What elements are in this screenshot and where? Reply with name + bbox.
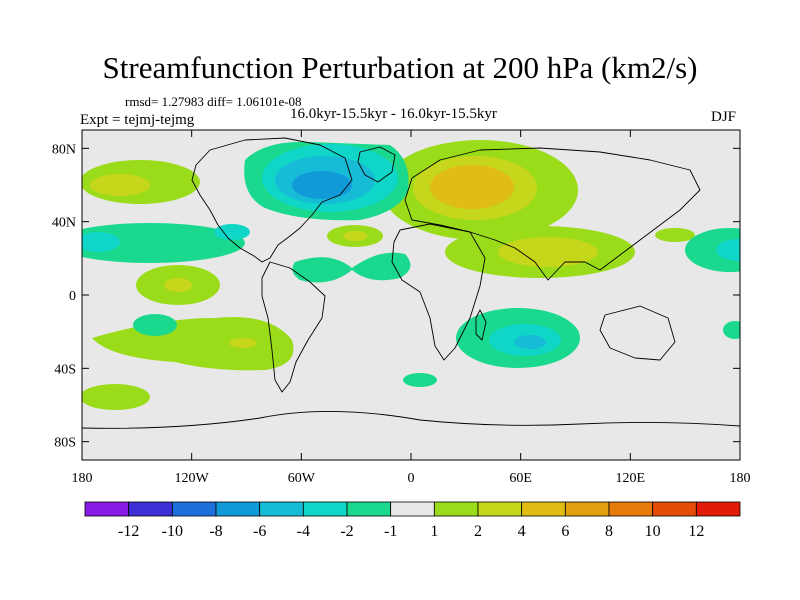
anomaly-southamerica-inner: [229, 338, 257, 348]
lon-tick-label: 60E: [509, 471, 532, 486]
anomaly-tropical-atlantic: [292, 252, 411, 283]
colorbar-swatch: [346, 501, 392, 517]
negative-anomalies: [82, 141, 740, 387]
colorbar-label: 1: [430, 523, 438, 540]
anomaly-indian-core: [514, 335, 546, 349]
lat-tick-label: 80N: [52, 142, 76, 157]
colorbar-label: -2: [340, 523, 353, 540]
coast-antarctica: [82, 411, 740, 429]
anomaly-field: [82, 137, 740, 429]
colorbar-swatch: [652, 501, 697, 517]
season-label: DJF: [711, 109, 737, 125]
period-label: 16.0kyr-15.5kyr - 16.0kyr-15.5kyr: [290, 106, 497, 122]
colorbar-label: 2: [474, 523, 482, 540]
colorbar-label: -10: [162, 523, 183, 540]
anomaly-southasia-inner: [498, 237, 598, 267]
colorbar-label: 12: [688, 523, 704, 540]
coast-greenland: [357, 146, 396, 183]
lat-tick-label: 0: [69, 289, 76, 304]
colorbar-swatch: [433, 501, 479, 517]
anomaly-pacific-band: [82, 223, 245, 263]
lon-tick-label: 60W: [288, 471, 316, 486]
anomaly-southern-atlantic: [403, 373, 437, 387]
lon-tick-label: 120E: [616, 471, 646, 486]
coast-madagascar: [475, 309, 487, 341]
colorbar-swatch: [128, 501, 173, 517]
colorbar-label: -4: [297, 523, 310, 540]
colorbar-label: 8: [605, 523, 613, 540]
colorbar-swatch: [302, 501, 348, 517]
anomaly-westpacific: [655, 228, 695, 242]
colorbar-label: -6: [253, 523, 266, 540]
anomaly-eurasia-core: [430, 165, 514, 209]
colorbar-label: -8: [209, 523, 222, 540]
colorbar-swatch: [608, 501, 654, 517]
colorbar-label: 10: [645, 523, 661, 540]
lat-tick-label: 40N: [52, 216, 76, 231]
coastlines: [82, 137, 740, 429]
lon-tick-label: 180: [72, 471, 93, 486]
colorbar-swatch: [390, 501, 435, 517]
positive-anomalies: [82, 140, 695, 410]
anomaly-southeast-pacific: [133, 314, 177, 336]
lat-tick-label: 40S: [54, 362, 76, 377]
lon-tick-label: 120W: [175, 471, 210, 486]
colorbar: -12 -10 -8 -6 -4 -2 -1 1 2 4 6 8 10 12: [84, 501, 741, 540]
anomaly-northpacific-inner: [90, 174, 150, 196]
coast-south-america: [261, 261, 326, 393]
colorbar-swatch: [695, 501, 741, 517]
anomaly-dateline: [685, 228, 740, 272]
anomaly-pacific-west: [82, 232, 120, 252]
lat-tick-label: 80S: [54, 436, 76, 451]
lon-tick-label: 180: [730, 471, 751, 486]
anomaly-eastpacific-inner: [164, 278, 192, 292]
colorbar-swatch: [564, 501, 610, 517]
coast-australia: [599, 305, 676, 361]
colorbar-swatch: [84, 501, 130, 517]
colorbar-label: 6: [561, 523, 569, 540]
colorbar-swatch: [521, 501, 566, 517]
colorbar-swatch: [477, 501, 523, 517]
anomaly-east-edge: [723, 321, 740, 339]
plot-title: Streamfunction Perturbation at 200 hPa (…: [102, 50, 698, 85]
anomaly-dateline-inner: [716, 239, 740, 261]
anomaly-arctic-core: [292, 171, 352, 199]
axis-ticks: 80N 40N 0 40S 80S 180 120W 60W 0 60E 120E 180: [52, 130, 751, 486]
colorbar-label: 4: [518, 523, 526, 540]
rmsd-label: rmsd= 1.27983 diff= 1.06101e-08: [125, 94, 302, 109]
colorbar-swatch: [259, 501, 304, 517]
coast-eurasia: [404, 147, 701, 281]
colorbar-label: -12: [118, 523, 139, 540]
anomaly-pacific-east: [214, 224, 250, 240]
colorbar-swatch: [171, 501, 217, 517]
experiment-label: Expt = tejmj-tejmg: [80, 112, 195, 128]
lon-tick-label: 0: [408, 471, 415, 486]
anomaly-atlantic-inner: [343, 231, 367, 241]
coast-africa: [391, 223, 486, 361]
colorbar-swatch: [215, 501, 261, 517]
coast-north-america: [191, 137, 353, 263]
colorbar-label: -1: [384, 523, 397, 540]
anomaly-southpacific: [82, 384, 150, 410]
